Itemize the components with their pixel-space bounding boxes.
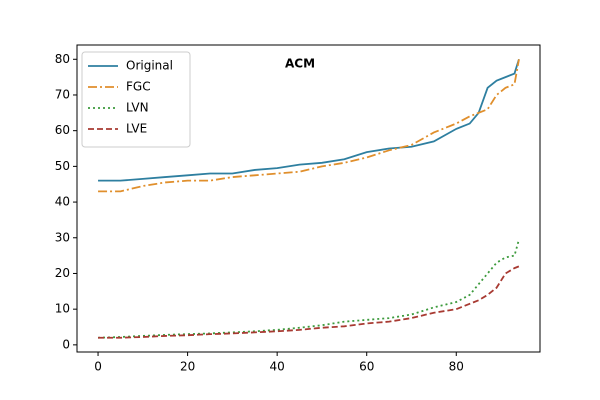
y-tick-label: 10 [55,302,70,316]
chart-title: ACM [285,57,315,71]
legend-label: FGC [126,80,151,94]
x-tick-label: 60 [359,360,374,374]
legend-label: LVN [126,101,149,115]
legend-label: Original [126,59,173,73]
series-line [98,59,520,193]
y-tick-label: 60 [55,123,70,137]
series-line [98,239,520,339]
series-line [98,59,520,182]
y-tick-label: 70 [55,87,70,101]
legend-box [81,51,191,148]
legend-label: LVE [126,122,147,136]
x-tick-label: 80 [449,360,464,374]
y-tick-label: 80 [55,52,70,66]
y-tick-label: 20 [55,266,70,280]
y-tick-label: 50 [55,159,70,173]
y-tick-label: 0 [62,337,70,351]
y-tick-label: 30 [55,230,70,244]
series-line [98,265,520,339]
x-tick-label: 40 [270,360,285,374]
x-tick-label: 0 [94,360,102,374]
x-tick-label: 20 [180,360,195,374]
plot-frame [76,44,541,353]
y-tick-label: 40 [55,195,70,209]
